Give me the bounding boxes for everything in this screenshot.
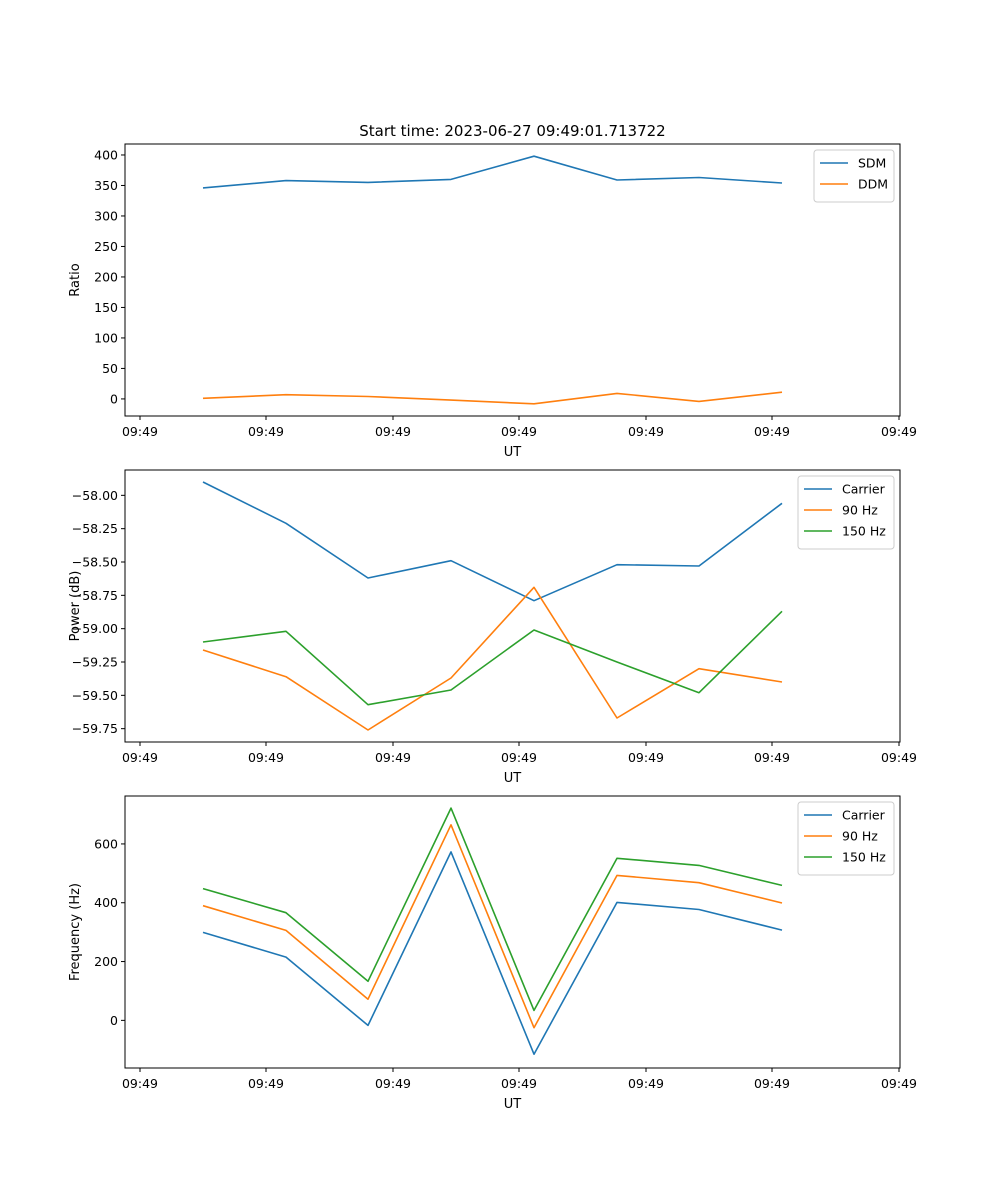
subplot-1: 0 50 100 150 200 250 300 350 400 09:49 09:49 09:49 0…	[68, 143, 917, 460]
x-tick-label: 09:49	[248, 1076, 284, 1091]
x-tick-label: 09:49	[122, 424, 158, 439]
x-tick-label: 09:49	[754, 750, 790, 765]
y-tick-label: 350	[94, 178, 118, 193]
x-tick-label: 09:49	[248, 424, 284, 439]
y-axis-label: Power (dB)	[68, 571, 83, 642]
y-tick-label: 200	[94, 269, 118, 284]
series-line-90-hz	[202, 823, 783, 1029]
x-axis-label: UT	[504, 445, 522, 460]
y-tick-label: 0	[110, 1013, 118, 1028]
y-axis-label: Ratio	[68, 263, 83, 296]
x-tick-label: 09:49	[628, 424, 664, 439]
x-tick-label: 09:49	[881, 750, 917, 765]
y-tick-label: −59.50	[72, 688, 118, 703]
axes-frame	[124, 795, 901, 1069]
legend-label: 90 Hz	[842, 829, 878, 844]
x-tick-label: 09:49	[628, 750, 664, 765]
y-tick-label: 50	[102, 361, 118, 376]
figure-title: Start time: 2023-06-27 09:49:01.713722	[359, 122, 665, 140]
x-tick-label: 09:49	[501, 1076, 537, 1091]
x-tick-label: 09:49	[628, 1076, 664, 1091]
legend-label: 90 Hz	[842, 503, 878, 518]
x-tick-label: 09:49	[881, 1076, 917, 1091]
x-tick-label: 09:49	[375, 424, 411, 439]
y-tick-label: 300	[94, 208, 118, 223]
axes-frame	[124, 143, 901, 417]
series-line-90-hz	[202, 586, 783, 731]
axes-frame	[124, 469, 901, 743]
x-tick-label: 09:49	[375, 750, 411, 765]
x-tick-label: 09:49	[375, 1076, 411, 1091]
legend-label: 150 Hz	[842, 524, 886, 539]
subplot-2: −58.00 −58.25 −58.50 −58.75 −59.00 −59.25 −59.…	[68, 469, 917, 786]
y-tick-label: 150	[94, 300, 118, 315]
x-tick-label: 09:49	[881, 424, 917, 439]
series-line-150-hz	[202, 807, 783, 1012]
series-line-ddm	[202, 391, 783, 405]
x-tick-label: 09:49	[248, 750, 284, 765]
y-tick-label: 250	[94, 239, 118, 254]
legend: Carrier 90 Hz 150 Hz	[797, 801, 895, 876]
y-tick-label: −59.00	[72, 621, 118, 636]
x-axis-label: UT	[504, 771, 522, 786]
y-tick-label: 0	[110, 391, 118, 406]
legend-label: Carrier	[842, 482, 886, 497]
y-tick-label: 600	[94, 836, 118, 851]
y-tick-label: 200	[94, 954, 118, 969]
y-axis-label: Frequency (Hz)	[68, 883, 83, 981]
legend-label: 150 Hz	[842, 850, 886, 865]
y-tick-label: 100	[94, 330, 118, 345]
legend-label: Carrier	[842, 808, 886, 823]
subplot-3: 0 200 400 600 09:49 09:49 09:49 09:49 09:49 09:49…	[68, 795, 917, 1112]
x-tick-label: 09:49	[122, 1076, 158, 1091]
series-line-150-hz	[202, 610, 783, 706]
y-tick-label: −59.75	[72, 721, 118, 736]
y-tick-label: −59.25	[72, 655, 118, 670]
x-tick-label: 09:49	[754, 424, 790, 439]
legend: Carrier 90 Hz 150 Hz	[797, 475, 895, 550]
series-line-carrier	[202, 851, 783, 1055]
series-line-carrier	[202, 481, 783, 602]
x-tick-label: 09:49	[501, 424, 537, 439]
y-tick-label: −58.00	[72, 488, 118, 503]
y-tick-label: 400	[94, 147, 118, 162]
x-tick-label: 09:49	[754, 1076, 790, 1091]
x-tick-label: 09:49	[501, 750, 537, 765]
y-tick-label: −58.50	[72, 555, 118, 570]
y-tick-label: 400	[94, 895, 118, 910]
y-tick-label: −58.25	[72, 521, 118, 536]
y-tick-label: −58.75	[72, 588, 118, 603]
legend-label: DDM	[858, 177, 888, 192]
legend-label: SDM	[858, 156, 886, 171]
x-axis-label: UT	[504, 1097, 522, 1112]
legend: SDM DDM	[813, 149, 895, 203]
x-tick-label: 09:49	[122, 750, 158, 765]
series-line-sdm	[202, 155, 783, 189]
